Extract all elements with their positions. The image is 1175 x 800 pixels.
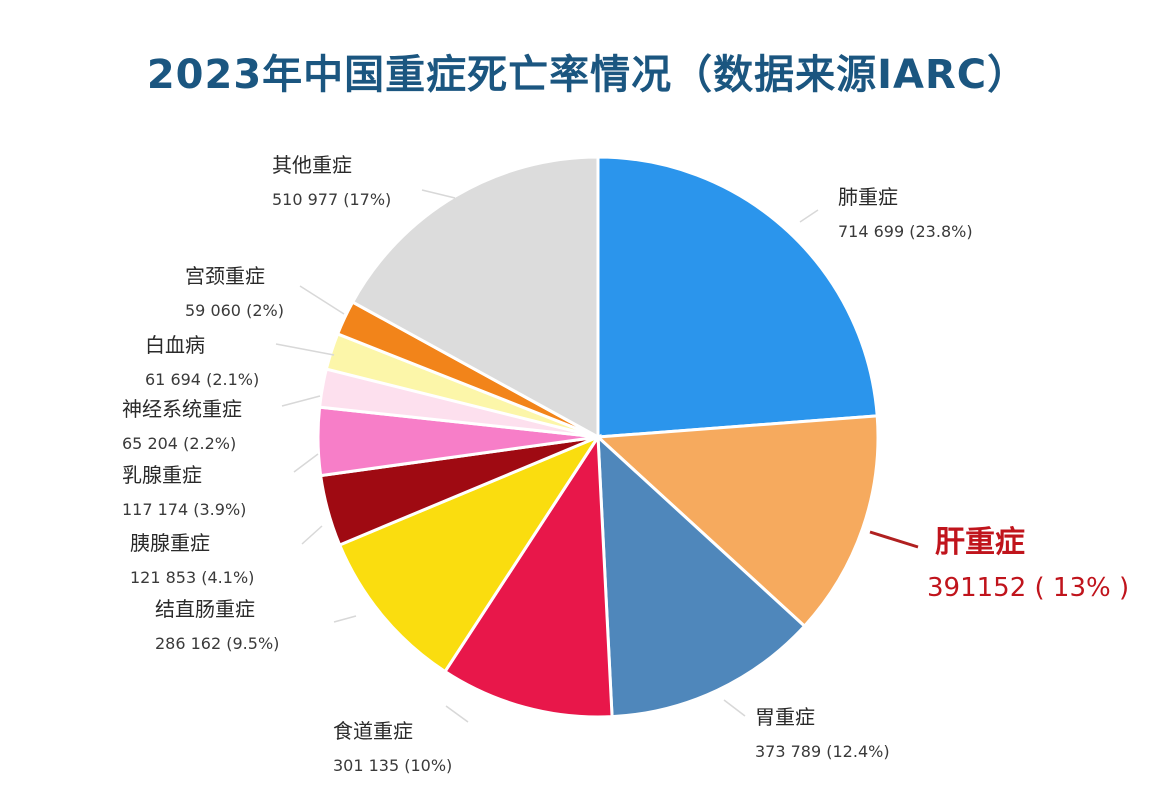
leader-line-7 [293, 453, 319, 473]
slice-label-name-5: 结直肠重症 [155, 597, 255, 621]
chart-title: 2023年中国重症死亡率情况（数据来源IARC） [146, 52, 1029, 98]
leader-line-5 [333, 615, 357, 623]
slice-label-name-9: 白血病 [145, 333, 205, 357]
slice-label-value-8: 65 204 (2.2%) [122, 434, 236, 453]
slice-label-name-2: 肝重症 [935, 525, 1025, 560]
slice-label-value-7: 117 174 (3.9%) [122, 500, 246, 519]
slice-label-name-7: 乳腺重症 [122, 463, 202, 487]
pie-slice-1 [596, 155, 879, 439]
slice-label-value-11: 510 977 (17%) [272, 190, 391, 209]
leader-line-11 [421, 189, 456, 199]
leader-line-8 [281, 395, 321, 407]
pie-slice-4 [442, 432, 614, 719]
leader-line-6 [301, 525, 323, 545]
slice-label-value-9: 61 694 (2.1%) [145, 370, 259, 389]
leader-line-4 [445, 705, 469, 723]
pie-slice-11 [350, 155, 600, 440]
slice-label-value-2: 391152 ( 13% ) [927, 573, 1129, 603]
slice-label-name-1: 肺重症 [838, 185, 898, 209]
leader-line-2 [869, 530, 919, 549]
slice-label-name-6: 胰腺重症 [130, 531, 210, 555]
slice-label-name-11: 其他重症 [272, 153, 352, 177]
leader-line-3 [723, 699, 746, 717]
pie-slice-3 [596, 433, 807, 719]
leader-line-10 [299, 285, 345, 315]
slice-label-name-4: 食道重症 [333, 719, 413, 743]
leader-line-1 [799, 209, 819, 223]
slice-label-value-5: 286 162 (9.5%) [155, 634, 279, 653]
slice-label-value-4: 301 135 (10%) [333, 756, 452, 775]
pie-slice-2 [594, 414, 880, 629]
slice-label-value-10: 59 060 (2%) [185, 301, 284, 320]
leader-line-9 [275, 343, 335, 356]
slice-label-value-1: 714 699 (23.8%) [838, 222, 973, 241]
slice-label-name-3: 胃重症 [755, 705, 815, 729]
slice-label-name-8: 神经系统重症 [122, 397, 242, 421]
slice-label-value-6: 121 853 (4.1%) [130, 568, 254, 587]
pie-slice-5 [337, 433, 602, 674]
slice-label-name-10: 宫颈重症 [185, 264, 265, 288]
slice-label-value-3: 373 789 (12.4%) [755, 742, 890, 761]
